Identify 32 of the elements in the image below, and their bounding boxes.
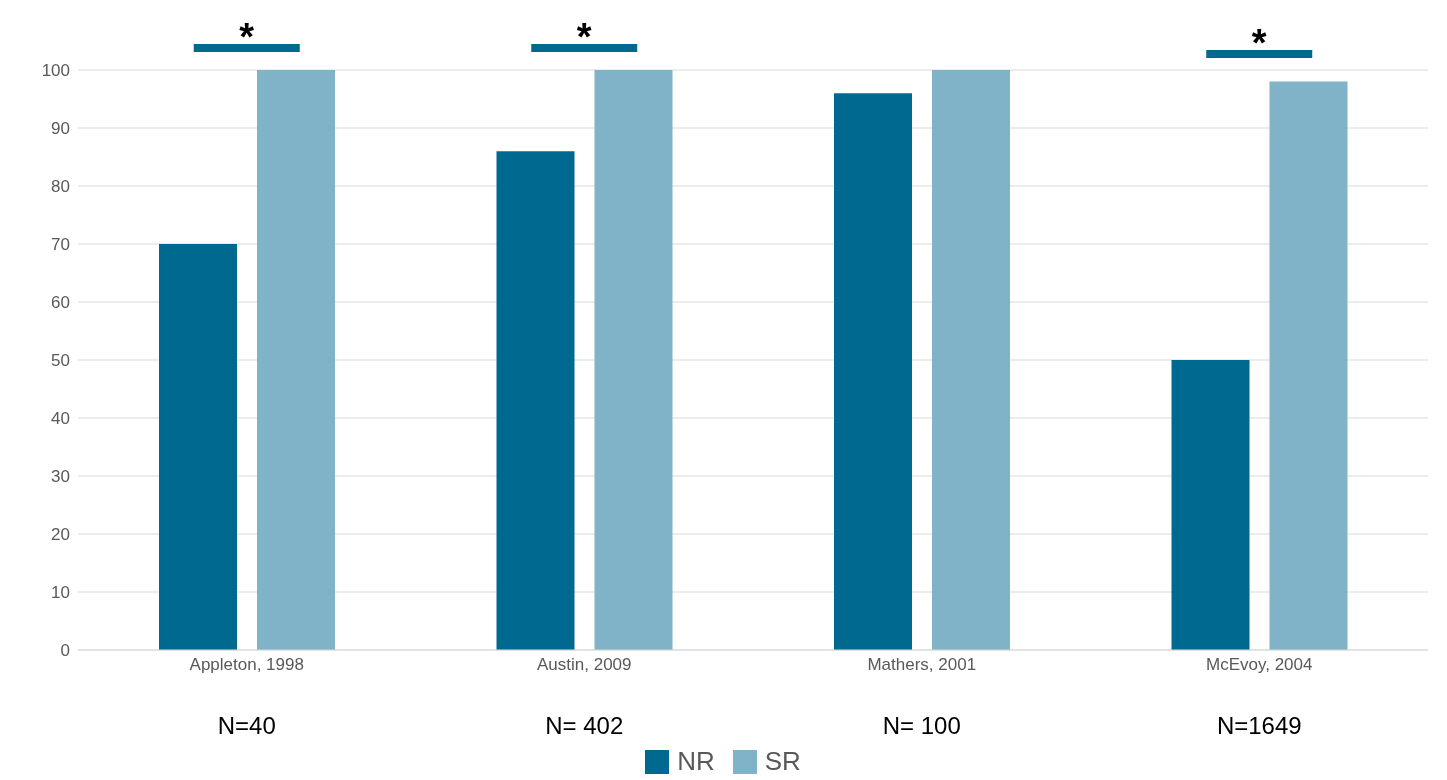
y-tick-label: 70 [51, 235, 70, 255]
bar [257, 70, 335, 650]
bar [932, 70, 1010, 650]
bar [496, 151, 575, 650]
y-tick-label: 90 [51, 119, 70, 139]
x-tick-label: McEvoy, 2004 [1206, 655, 1313, 675]
bar [1269, 81, 1348, 650]
bar [1171, 360, 1250, 650]
x-tick-label: Mathers, 2001 [867, 655, 977, 675]
x-tick-label: Austin, 2009 [536, 655, 632, 675]
text: N= 402 [545, 712, 624, 739]
x-tick-label: Appleton, 1998 [189, 655, 304, 675]
y-tick-label: 50 [51, 351, 70, 371]
text: * [1251, 22, 1267, 64]
text: N= 100 [882, 712, 961, 739]
bar [594, 70, 673, 650]
y-tick-label: 100 [41, 61, 70, 81]
text: * [239, 16, 255, 58]
y-tick-label: 40 [51, 409, 70, 429]
y-tick-label: 20 [51, 525, 70, 545]
y-tick-label: 80 [51, 177, 70, 197]
bar [159, 244, 237, 650]
y-tick-label: 10 [51, 583, 70, 603]
y-tick-label: 0 [60, 641, 70, 661]
text: N=1649 [1216, 712, 1302, 739]
y-tick-label: 30 [51, 467, 70, 487]
legend-label: NR [677, 746, 715, 777]
text: N=40 [217, 712, 276, 739]
y-tick-label: 60 [51, 293, 70, 313]
legend-label: SR [764, 746, 801, 777]
bar [834, 93, 912, 650]
text: * [576, 16, 592, 58]
